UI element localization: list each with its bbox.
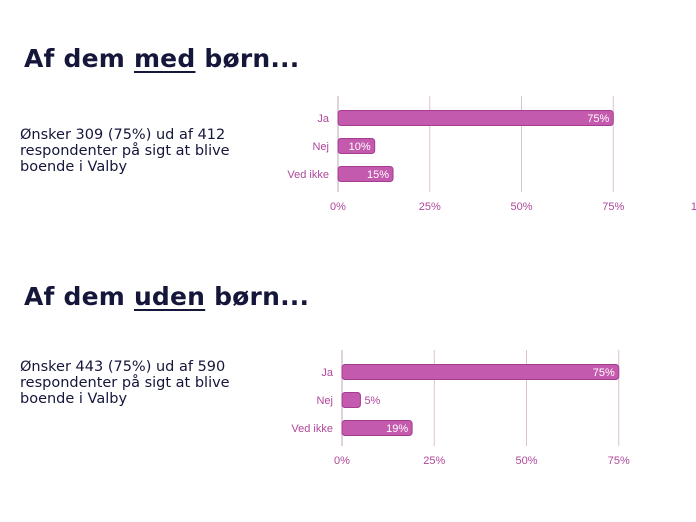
bar [337,166,394,182]
data-label: 75% [587,113,609,125]
data-label: 19% [386,423,408,435]
bar [341,420,413,436]
bar [337,110,614,126]
category-label: Ja [317,113,330,125]
data-label: 15% [367,169,389,181]
x-tick-label: 75% [602,201,624,213]
section-title-with-children: Af dem med børn... [24,44,299,73]
title-suffix: børn... [195,44,300,73]
section-title-without-children: Af dem uden børn... [24,282,309,311]
bar-chart-with-children: 0% 25% 50% 75% 100% Ja 75% Nej 10% Ved ikke 15% [287,96,696,213]
title-suffix: børn... [205,282,310,311]
data-label: 5% [364,395,380,407]
section-description-with-children: Ønsker 309 (75%) ud af 412 respondenter … [20,127,230,175]
data-label: 10% [349,141,371,153]
title-underlined-word: uden [133,282,206,311]
category-label: Nej [316,395,333,407]
title-prefix: Af dem [24,282,134,311]
x-tick-label: 50% [515,455,537,467]
x-tick-label: 0% [330,201,346,213]
category-label: Ved ikke [287,169,329,181]
title-underlined-word: med [133,44,196,73]
bar [337,138,376,154]
x-tick-label: 100% [691,201,696,213]
x-tick-label: 25% [419,201,441,213]
category-label: Ja [321,367,334,379]
x-tick-label: 50% [510,201,532,213]
title-prefix: Af dem [24,44,134,73]
data-label: 75% [593,367,615,379]
x-tick-label: 75% [608,455,630,467]
category-label: Ved ikke [291,423,333,435]
category-label: Nej [312,141,329,153]
x-tick-label: 0% [334,455,350,467]
section-description-without-children: Ønsker 443 (75%) ud af 590 respondenter … [20,359,230,407]
x-tick-label: 25% [423,455,445,467]
bar [341,364,620,380]
bar [341,392,361,408]
